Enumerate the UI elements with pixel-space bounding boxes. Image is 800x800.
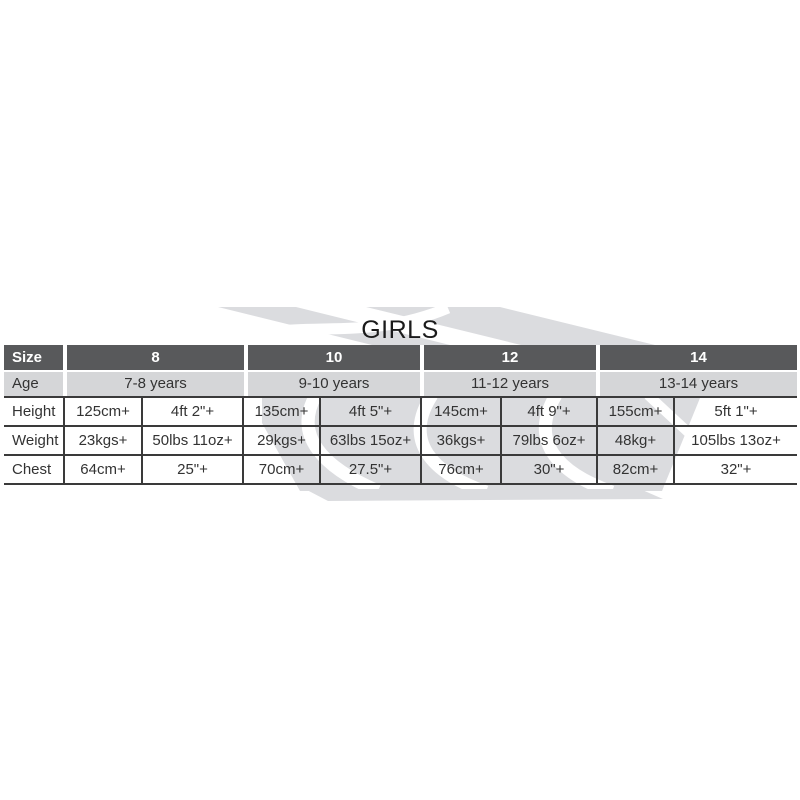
weight-8-metric: 23kgs+ [63,425,143,456]
height-8-imperial: 4ft 2"+ [141,396,244,427]
size-col-12: 12 [424,345,596,370]
table-row-weight: Weight 23kgs+ 50lbs 11oz+ 29kgs+ 63lbs 1… [4,425,797,456]
age-col-14: 13-14 years [600,372,797,396]
age-row-label: Age [4,372,63,396]
watermark-white-swoosh [202,302,451,356]
age-col-10: 9-10 years [248,372,420,396]
size-col-10: 10 [248,345,420,370]
weight-14-metric: 48kg+ [596,425,675,456]
chest-12-metric: 76cm+ [420,454,502,485]
row-label-height: Height [4,396,65,427]
height-8-metric: 125cm+ [63,396,143,427]
age-col-12: 11-12 years [424,372,596,396]
chest-12-imperial: 30"+ [500,454,598,485]
row-label-weight: Weight [4,425,65,456]
weight-12-metric: 36kgs+ [420,425,502,456]
weight-14-imperial: 105lbs 13oz+ [673,425,797,456]
height-14-metric: 155cm+ [596,396,675,427]
size-col-14: 14 [600,345,797,370]
chest-10-metric: 70cm+ [242,454,321,485]
watermark-bottom-sliver [305,489,663,501]
chest-8-imperial: 25"+ [141,454,244,485]
measurements-table: Height 125cm+ 4ft 2"+ 135cm+ 4ft 5"+ 145… [4,396,797,485]
table-row-height: Height 125cm+ 4ft 2"+ 135cm+ 4ft 5"+ 145… [4,396,797,427]
height-10-imperial: 4ft 5"+ [319,396,422,427]
weight-10-imperial: 63lbs 15oz+ [319,425,422,456]
height-12-metric: 145cm+ [420,396,502,427]
size-col-8: 8 [67,345,244,370]
height-14-imperial: 5ft 1"+ [673,396,797,427]
weight-8-imperial: 50lbs 11oz+ [141,425,244,456]
page-title: GIRLS [361,316,439,344]
table-row-chest: Chest 64cm+ 25"+ 70cm+ 27.5"+ 76cm+ 30"+… [4,454,797,485]
chest-10-imperial: 27.5"+ [319,454,422,485]
row-label-chest: Chest [4,454,65,485]
weight-12-imperial: 79lbs 6oz+ [500,425,598,456]
chest-8-metric: 64cm+ [63,454,143,485]
weight-10-metric: 29kgs+ [242,425,321,456]
size-header-row: Size 8 10 12 14 [4,345,797,370]
age-header-row: Age 7-8 years 9-10 years 11-12 years 13-… [4,372,797,396]
chest-14-metric: 82cm+ [596,454,675,485]
height-12-imperial: 4ft 9"+ [500,396,598,427]
age-col-8: 7-8 years [67,372,244,396]
height-10-metric: 135cm+ [242,396,321,427]
size-row-label: Size [4,345,63,370]
size-chart-table: Size 8 10 12 14 Age 7-8 years 9-10 years… [4,345,797,485]
chest-14-imperial: 32"+ [673,454,797,485]
